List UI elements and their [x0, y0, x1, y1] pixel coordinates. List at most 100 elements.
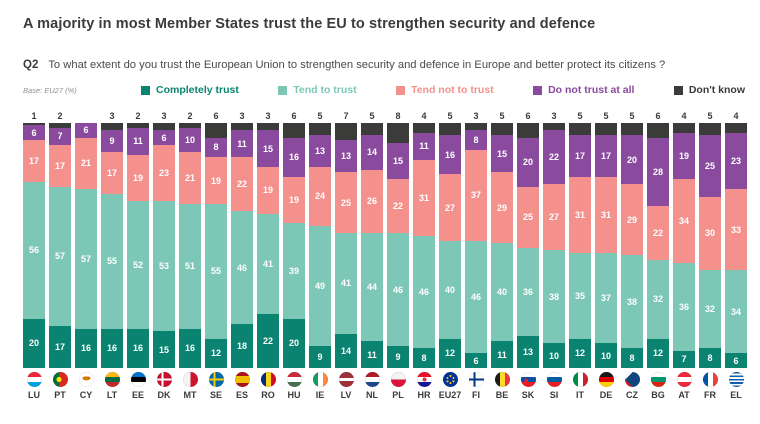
segment-tend-to-trust: 46: [413, 235, 435, 349]
segment-tend-not-to-trust: 19: [257, 167, 279, 214]
country-code-label: FR: [704, 390, 716, 400]
country-column-sk: 6 20 25 36 13 SK: [517, 110, 539, 400]
segment-don-t-know: [569, 123, 591, 136]
country-code-label: ES: [235, 390, 248, 400]
dont-know-value-label: 8: [395, 111, 401, 121]
segment-tend-not-to-trust: 21: [75, 137, 97, 190]
segment-tend-to-trust: 55: [205, 203, 227, 339]
segment-don-t-know: [127, 123, 149, 128]
segment-tend-to-trust: 41: [257, 213, 279, 315]
segment-do-not-trust-at-all: 7: [49, 127, 71, 146]
dont-know-value-label: 5: [499, 111, 505, 121]
segment-tend-to-trust: 57: [75, 189, 97, 329]
country-code-label: CY: [79, 390, 93, 400]
segment-don-t-know: [283, 123, 305, 138]
dont-know-value-label: 2: [187, 111, 193, 121]
country-column-mt: 2 10 21 51 16 MT: [179, 110, 201, 400]
flag-icon-it: [572, 372, 588, 387]
question-row: Q2 To what extent do you trust the Europ…: [23, 59, 665, 71]
segment-completely-trust: 16: [127, 328, 149, 368]
flag-icon-ro: [260, 372, 276, 387]
stacked-bar: 17 31 35 12: [569, 123, 591, 368]
segment-do-not-trust-at-all: 23: [725, 132, 747, 190]
country-column-ro: 3 15 19 41 22 RO: [257, 110, 279, 400]
segment-tend-not-to-trust: 21: [179, 152, 201, 204]
segment-do-not-trust-at-all: 15: [491, 135, 513, 172]
segment-don-t-know: [595, 123, 617, 136]
legend-swatch-icon: [673, 85, 683, 95]
segment-tend-not-to-trust: 24: [309, 167, 331, 226]
stacked-bar: 17 31 37 10: [595, 123, 617, 368]
dont-know-value-label: 6: [525, 111, 531, 121]
stacked-bar: 11 22 46 18: [231, 123, 253, 368]
dont-know-value-label: 4: [733, 111, 739, 121]
segment-tend-to-trust: 56: [23, 181, 45, 319]
segment-completely-trust: 8: [621, 348, 643, 368]
segment-tend-to-trust: 46: [231, 211, 253, 324]
segment-don-t-know: [439, 123, 461, 136]
segment-don-t-know: [673, 123, 695, 133]
segment-completely-trust: 20: [23, 318, 45, 368]
segment-completely-trust: 16: [75, 328, 97, 368]
dont-know-value-label: 5: [317, 111, 323, 121]
country-code-label: HU: [287, 390, 301, 400]
legend: Completely trust Tend to trust Tend not to…: [141, 84, 745, 96]
segment-completely-trust: 13: [517, 336, 539, 368]
flag-icon-pl: [390, 372, 406, 387]
segment-completely-trust: 8: [699, 348, 721, 368]
country-code-label: IT: [576, 390, 584, 400]
country-column-hr: 4 11 31 46 8 HR: [413, 110, 435, 400]
stacked-bar-chart: 1 6 17 56 20 LU 2 7 17 57 17 PT 6 21 57 16 CY 3 9 17 55 16 LT 2…: [23, 110, 747, 400]
segment-tend-not-to-trust: 31: [595, 176, 617, 253]
segment-tend-to-trust: 39: [283, 223, 305, 319]
segment-don-t-know: [361, 123, 383, 136]
flag-icon-cy: [78, 372, 94, 387]
country-code-label: DK: [157, 390, 171, 400]
flag-icon-ee: [130, 372, 146, 387]
country-code-label: LT: [106, 390, 118, 400]
segment-tend-not-to-trust: 23: [153, 145, 175, 202]
country-code-label: MT: [183, 390, 197, 400]
flag-icon-fr: [702, 372, 718, 387]
country-column-pt: 2 7 17 57 17 PT: [49, 110, 71, 400]
legend-swatch-icon: [533, 85, 543, 95]
segment-tend-not-to-trust: 30: [699, 196, 721, 270]
segment-do-not-trust-at-all: 22: [543, 130, 565, 185]
flag-icon-lt: [104, 372, 120, 387]
segment-completely-trust: 11: [491, 341, 513, 368]
segment-completely-trust: 17: [49, 326, 71, 368]
segment-tend-to-trust: 36: [517, 247, 539, 337]
segment-don-t-know: [309, 123, 331, 136]
segment-tend-not-to-trust: 25: [517, 186, 539, 248]
stacked-bar: 10 21 51 16: [179, 123, 201, 368]
country-column-eu27: 5 16 27 40 12 EU27: [439, 110, 462, 400]
segment-tend-to-trust: 44: [361, 233, 383, 342]
country-column-de: 5 17 31 37 10 DE: [595, 110, 617, 400]
segment-don-t-know: [231, 123, 253, 131]
segment-tend-to-trust: 55: [101, 194, 123, 329]
stacked-bar: 6 21 57 16: [75, 123, 97, 368]
segment-tend-to-trust: 32: [647, 260, 669, 339]
dont-know-value-label: 1: [31, 111, 37, 121]
segment-tend-not-to-trust: 17: [101, 152, 123, 195]
country-column-it: 5 17 31 35 12 IT: [569, 110, 591, 400]
segment-tend-not-to-trust: 29: [621, 184, 643, 256]
dont-know-value-label: 4: [681, 111, 687, 121]
segment-don-t-know: [647, 123, 669, 138]
segment-tend-not-to-trust: 29: [491, 172, 513, 244]
flag-icon-fi: [468, 372, 484, 387]
segment-don-t-know: [101, 123, 123, 131]
segment-tend-not-to-trust: 22: [387, 179, 409, 234]
segment-completely-trust: 16: [179, 328, 201, 368]
stacked-bar: 13 25 41 14: [335, 123, 357, 368]
segment-don-t-know: [413, 123, 435, 133]
country-code-label: LU: [28, 390, 40, 400]
segment-do-not-trust-at-all: 15: [257, 130, 279, 168]
country-code-label: HR: [417, 390, 431, 400]
dont-know-value-label: 6: [655, 111, 661, 121]
flag-icon-be: [494, 372, 510, 387]
flag-icon-at: [676, 372, 692, 387]
segment-tend-to-trust: 38: [621, 255, 643, 349]
segment-tend-not-to-trust: 19: [283, 176, 305, 224]
stacked-bar: 28 22 32 12: [647, 123, 669, 368]
